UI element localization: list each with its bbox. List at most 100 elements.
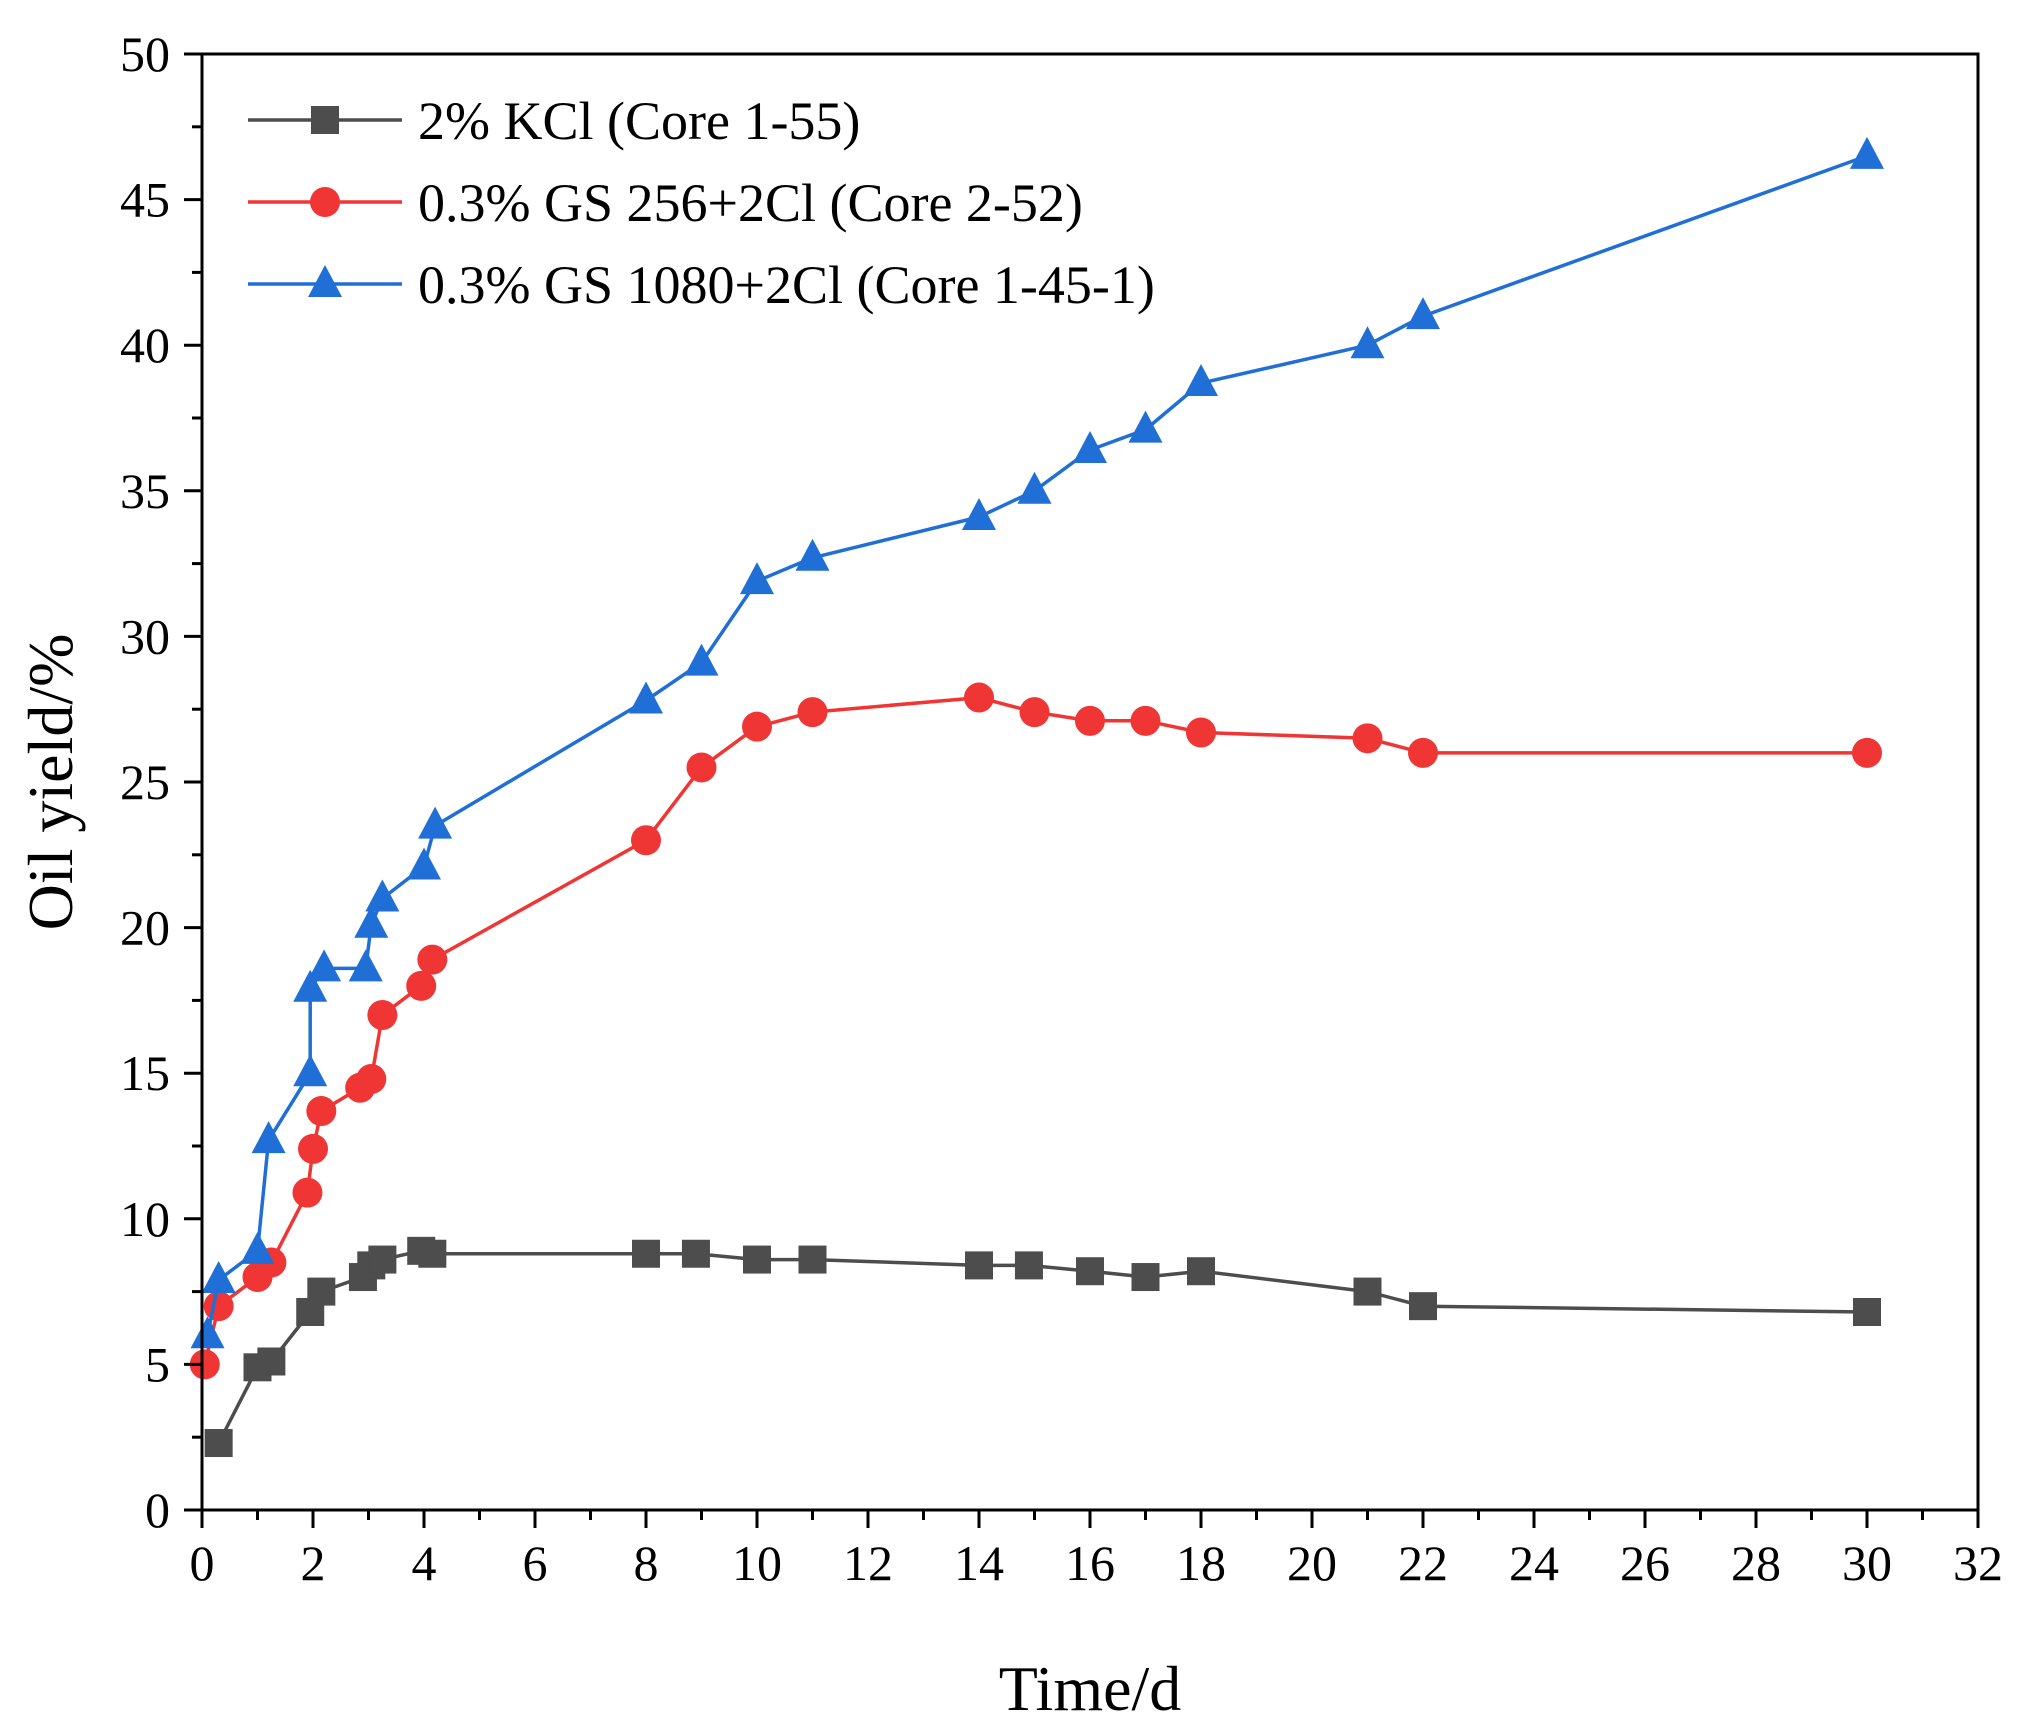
data-point: [189, 1349, 220, 1380]
series-1: [204, 1236, 1881, 1458]
data-point: [307, 949, 342, 982]
legend-label: 0.3% GS 256+2Cl (Core 2-52): [418, 173, 1083, 233]
x-tick-label: 24: [1509, 1535, 1559, 1591]
data-point: [365, 879, 400, 912]
x-tick-label: 12: [843, 1535, 893, 1591]
x-tick-label: 8: [634, 1535, 659, 1591]
y-tick-label: 50: [120, 26, 170, 82]
data-point: [1186, 717, 1216, 748]
data-point: [1131, 1263, 1160, 1292]
y-tick-label: 5: [145, 1336, 170, 1392]
legend-marker: [308, 265, 342, 297]
legend: 2% KCl (Core 1-55) 0.3% GS 256+2Cl (Core …: [248, 91, 1155, 315]
data-point: [1017, 471, 1052, 504]
x-tick-label: 4: [412, 1535, 437, 1591]
data-point: [1406, 297, 1440, 330]
data-point: [201, 1260, 236, 1293]
x-tick-label: 20: [1287, 1535, 1337, 1591]
data-point: [632, 1239, 660, 1268]
x-tick-label: 28: [1731, 1535, 1781, 1591]
data-point: [204, 1429, 233, 1458]
data-point: [354, 905, 389, 938]
data-point: [1073, 431, 1107, 464]
y-tick-label: 45: [120, 172, 170, 228]
legend-label: 0.3% GS 1080+2Cl (Core 1-45-1): [418, 255, 1155, 315]
y-tick-label: 0: [145, 1482, 170, 1538]
data-point: [293, 969, 328, 1002]
x-tick-label: 2: [301, 1535, 326, 1591]
data-point: [307, 1277, 336, 1306]
legend-item: 2% KCl (Core 1-55): [248, 91, 860, 151]
data-point: [406, 970, 437, 1001]
data-point: [1014, 1251, 1043, 1280]
data-point: [1350, 326, 1385, 359]
data-point: [1187, 1257, 1215, 1286]
data-point: [418, 1239, 447, 1268]
data-point: [1075, 705, 1105, 736]
data-point: [1409, 1292, 1437, 1321]
data-point: [1076, 1257, 1104, 1286]
data-point: [798, 1245, 827, 1274]
y-tick-label: 15: [120, 1045, 170, 1101]
x-tick-label: 32: [1953, 1535, 2003, 1591]
data-point: [743, 1245, 771, 1274]
data-point: [1853, 1297, 1881, 1326]
data-point: [257, 1347, 286, 1376]
data-point: [962, 498, 996, 531]
data-point: [1019, 697, 1050, 728]
x-tick-label: 26: [1620, 1535, 1670, 1591]
data-point: [417, 944, 448, 975]
data-point: [407, 847, 441, 880]
legend-marker: [311, 106, 339, 134]
data-point: [367, 999, 398, 1030]
y-tick-label: 25: [120, 754, 170, 810]
data-point: [686, 752, 717, 783]
x-tick-label: 22: [1398, 1535, 1448, 1591]
data-point: [298, 1133, 328, 1164]
data-point: [292, 1177, 323, 1208]
data-point: [306, 1096, 337, 1127]
data-point: [965, 1251, 993, 1280]
data-point: [368, 1245, 397, 1274]
data-point: [964, 682, 994, 713]
data-point: [348, 949, 383, 982]
x-tick-label: 6: [523, 1535, 548, 1591]
data-point: [797, 697, 828, 728]
data-point: [1352, 723, 1383, 754]
data-point: [356, 1064, 387, 1095]
x-tick-label: 0: [190, 1535, 215, 1591]
y-axis-title: Oil yield/%: [15, 634, 86, 931]
x-tick-label: 14: [954, 1535, 1004, 1591]
series-3: [190, 136, 1884, 1349]
data-point: [795, 538, 830, 571]
data-point: [203, 1291, 234, 1322]
data-point: [742, 711, 772, 742]
y-tick-label: 30: [120, 608, 170, 664]
series-2: [189, 682, 1882, 1380]
y-tick-label: 40: [120, 317, 170, 373]
data-point: [1128, 410, 1163, 443]
data-point: [1408, 737, 1438, 768]
data-point: [1850, 136, 1884, 169]
data-point: [631, 825, 661, 856]
data-point: [740, 562, 774, 595]
series-layer: [189, 136, 1884, 1458]
y-tick-label: 35: [120, 463, 170, 519]
data-point: [1184, 364, 1218, 397]
data-point: [190, 1316, 225, 1349]
data-point: [629, 681, 663, 714]
legend-item: 0.3% GS 256+2Cl (Core 2-52): [248, 173, 1083, 233]
x-tick-label: 10: [732, 1535, 782, 1591]
x-axis-title: Time/d: [999, 1653, 1182, 1724]
data-point: [293, 1054, 328, 1087]
x-tick-label: 16: [1065, 1535, 1115, 1591]
x-tick-label: 30: [1842, 1535, 1892, 1591]
data-point: [418, 806, 453, 839]
plot-area-frame: [200, 52, 1980, 1512]
data-point: [240, 1231, 275, 1264]
data-point: [1130, 705, 1161, 736]
axis-ticks: 0 2 4 6 8 10 12 14 16 18 20 22 24 26 28 30 3205101520253…: [120, 26, 2003, 1591]
data-point: [1852, 737, 1882, 768]
